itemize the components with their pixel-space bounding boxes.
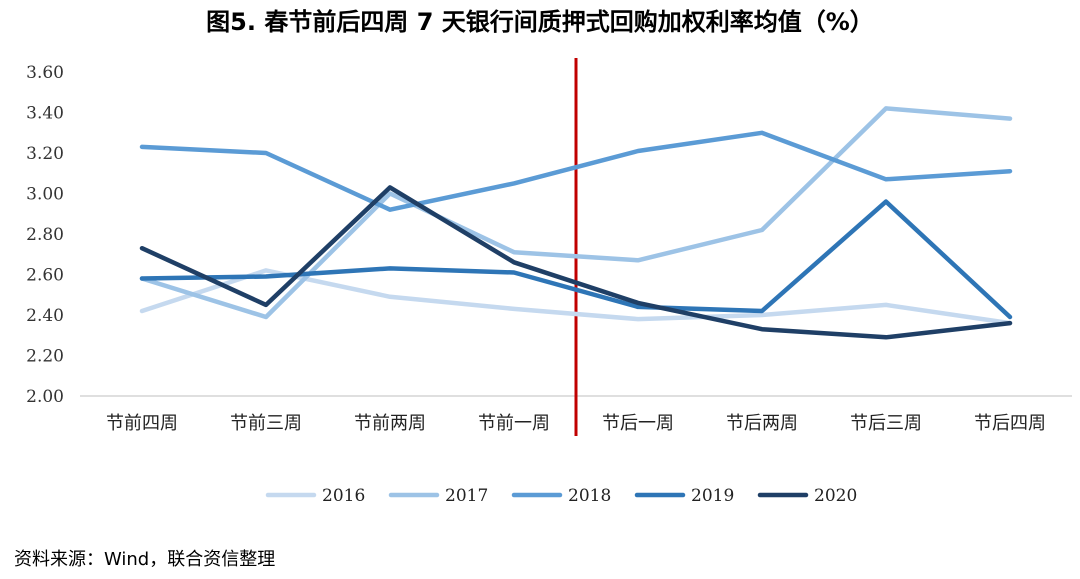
y-tick-label: 2.40 — [26, 306, 64, 326]
y-tick-label: 3.40 — [26, 104, 64, 124]
x-tick-label: 节前两周 — [354, 413, 426, 434]
y-tick-label: 2.80 — [26, 225, 64, 245]
legend-label-2018: 2018 — [568, 486, 611, 506]
legend-label-2020: 2020 — [814, 486, 857, 506]
y-tick-label: 3.00 — [26, 185, 64, 205]
series-line-2017 — [139, 106, 1013, 320]
source-note: 资料来源：Wind，联合资信整理 — [14, 549, 276, 570]
series-line-2020 — [139, 185, 1013, 340]
x-tick-label: 节后两周 — [726, 413, 798, 434]
series-lines — [139, 106, 1013, 340]
x-tick-label: 节后一周 — [602, 413, 674, 434]
x-tick-label: 节后三周 — [850, 413, 922, 434]
x-axis: 节前四周 节前三周 节前两周 节前一周 节后一周 节后两周 节后三周 节后四周 — [80, 395, 1072, 434]
x-tick-label: 节后四周 — [974, 413, 1046, 434]
x-tick-label: 节前四周 — [106, 413, 178, 434]
legend-label-2019: 2019 — [691, 486, 734, 506]
x-tick-label: 节前三周 — [230, 413, 302, 434]
y-tick-label: 2.00 — [26, 387, 64, 407]
x-tick-label: 节前一周 — [478, 413, 550, 434]
y-tick-label: 3.60 — [26, 63, 64, 83]
y-axis: 2.00 2.20 2.40 2.60 2.80 3.00 3.20 3.40 3.60 — [26, 63, 64, 407]
chart-title: 图5. 春节前后四周 7 天银行间质押式回购加权利率均值（%） — [206, 8, 874, 36]
legend-label-2016: 2016 — [322, 486, 365, 506]
series-line-2018 — [139, 130, 1013, 212]
legend: 2016 2017 2018 2019 2020 — [265, 486, 857, 506]
series-line-2019 — [139, 199, 1013, 320]
y-tick-label: 2.20 — [26, 347, 64, 367]
legend-label-2017: 2017 — [445, 486, 488, 506]
y-tick-label: 2.60 — [26, 266, 64, 286]
y-tick-label: 3.20 — [26, 144, 64, 164]
